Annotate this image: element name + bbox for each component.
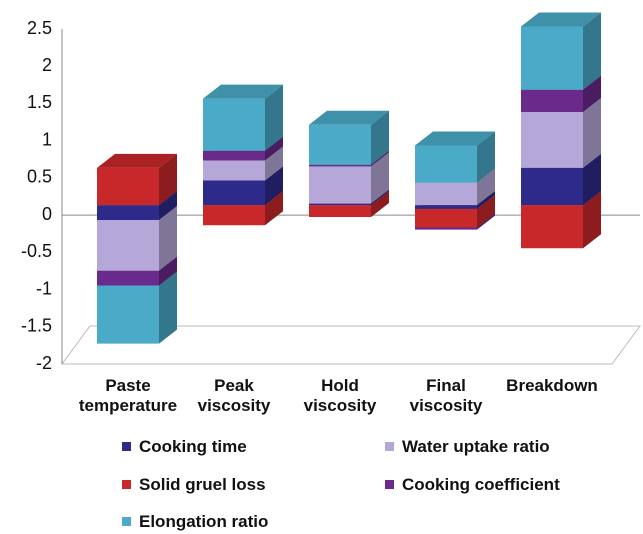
bar-face xyxy=(97,270,159,286)
bar-face xyxy=(159,153,177,206)
legend-swatch xyxy=(122,442,131,451)
bar-face xyxy=(309,164,371,167)
y-tick-label: 1 xyxy=(42,129,52,149)
bar-face xyxy=(415,182,477,206)
bar-face xyxy=(159,271,177,344)
bar-face xyxy=(159,256,177,286)
bar-face xyxy=(477,131,495,183)
bar-face xyxy=(521,205,583,249)
bar-face xyxy=(583,75,601,113)
bar-face xyxy=(265,136,283,161)
y-tick-label: 0 xyxy=(42,204,52,224)
legend-label: Elongation ratio xyxy=(139,512,269,531)
bar-face xyxy=(159,206,177,271)
bar-face xyxy=(371,189,389,206)
bar-face xyxy=(521,112,583,168)
legend-item: Water uptake ratio xyxy=(385,437,550,457)
legend-item: Elongation ratio xyxy=(122,512,268,532)
bar-face xyxy=(477,213,495,230)
bar-face xyxy=(309,166,371,204)
x-tick-label: Paste temperature xyxy=(78,376,178,415)
x-tick-label: Final viscosity xyxy=(409,376,483,415)
bar-face xyxy=(97,205,159,220)
bar-face xyxy=(583,98,601,168)
bar-face xyxy=(583,12,601,90)
bar-face xyxy=(97,167,159,206)
x-tick-label: Peak viscosity xyxy=(197,376,271,415)
y-tick-label: -1 xyxy=(36,278,52,298)
legend-item: Cooking coefficient xyxy=(385,475,560,495)
bar-face xyxy=(97,285,159,344)
bar-face xyxy=(371,191,389,218)
bar-segment xyxy=(415,131,495,183)
legend-swatch xyxy=(122,480,131,489)
bar-segment xyxy=(97,153,177,206)
bar-face xyxy=(97,220,159,271)
y-tick-label: -2 xyxy=(36,353,52,373)
y-tick-label: 1.5 xyxy=(27,92,52,112)
bar-face xyxy=(477,191,495,209)
bar-face xyxy=(265,166,283,206)
y-tick-label: -0.5 xyxy=(21,241,52,261)
bar-face xyxy=(415,227,477,230)
bar-segment xyxy=(203,84,283,151)
bar-face xyxy=(521,89,583,113)
legend-swatch xyxy=(385,480,394,489)
bar-face xyxy=(265,191,283,226)
bar-face xyxy=(265,146,283,181)
bar-face xyxy=(371,150,389,167)
bar-face xyxy=(521,167,583,206)
bar-face xyxy=(97,153,177,168)
y-tick-label: 0.5 xyxy=(27,167,52,187)
bar-face xyxy=(265,84,283,151)
legend-label: Cooking coefficient xyxy=(402,475,560,494)
bar-segment xyxy=(309,110,389,165)
bar-face xyxy=(203,160,265,181)
y-tick-label: -1.5 xyxy=(21,316,52,336)
legend-item: Cooking time xyxy=(122,437,247,457)
bar-face xyxy=(371,152,389,204)
legend-label: Solid gruel loss xyxy=(139,475,266,494)
y-tick-label: 2.5 xyxy=(27,18,52,38)
legend-item: Solid gruel loss xyxy=(122,475,266,495)
bar-face xyxy=(477,168,495,206)
bar-face xyxy=(371,110,389,165)
x-tick-label: Breakdown xyxy=(506,376,598,395)
bar-face xyxy=(203,180,265,206)
bar-face xyxy=(203,84,283,99)
bar-face xyxy=(415,208,477,228)
bar-face xyxy=(203,205,265,226)
y-tick-label: 2 xyxy=(42,55,52,75)
bar-segment xyxy=(521,12,601,90)
bar-face xyxy=(415,131,495,146)
bar-face xyxy=(415,145,477,183)
bar-face xyxy=(583,191,601,249)
legend-label: Cooking time xyxy=(139,437,247,456)
bar-face xyxy=(521,12,601,27)
bar-face xyxy=(309,124,371,165)
x-tick-label: Hold viscosity xyxy=(303,376,377,415)
legend-swatch xyxy=(122,517,131,526)
bar-face xyxy=(415,205,477,209)
bar-face xyxy=(583,153,601,206)
bar-face xyxy=(203,150,265,161)
bar-face xyxy=(309,205,371,218)
bar-face xyxy=(203,98,265,151)
bar-face xyxy=(477,194,495,228)
legend-swatch xyxy=(385,442,394,451)
bar-face xyxy=(309,203,371,206)
legend-label: Water uptake ratio xyxy=(402,437,550,456)
bar-face xyxy=(159,191,177,220)
bar-face xyxy=(521,26,583,90)
bar-face xyxy=(309,110,389,125)
floor xyxy=(61,325,641,365)
